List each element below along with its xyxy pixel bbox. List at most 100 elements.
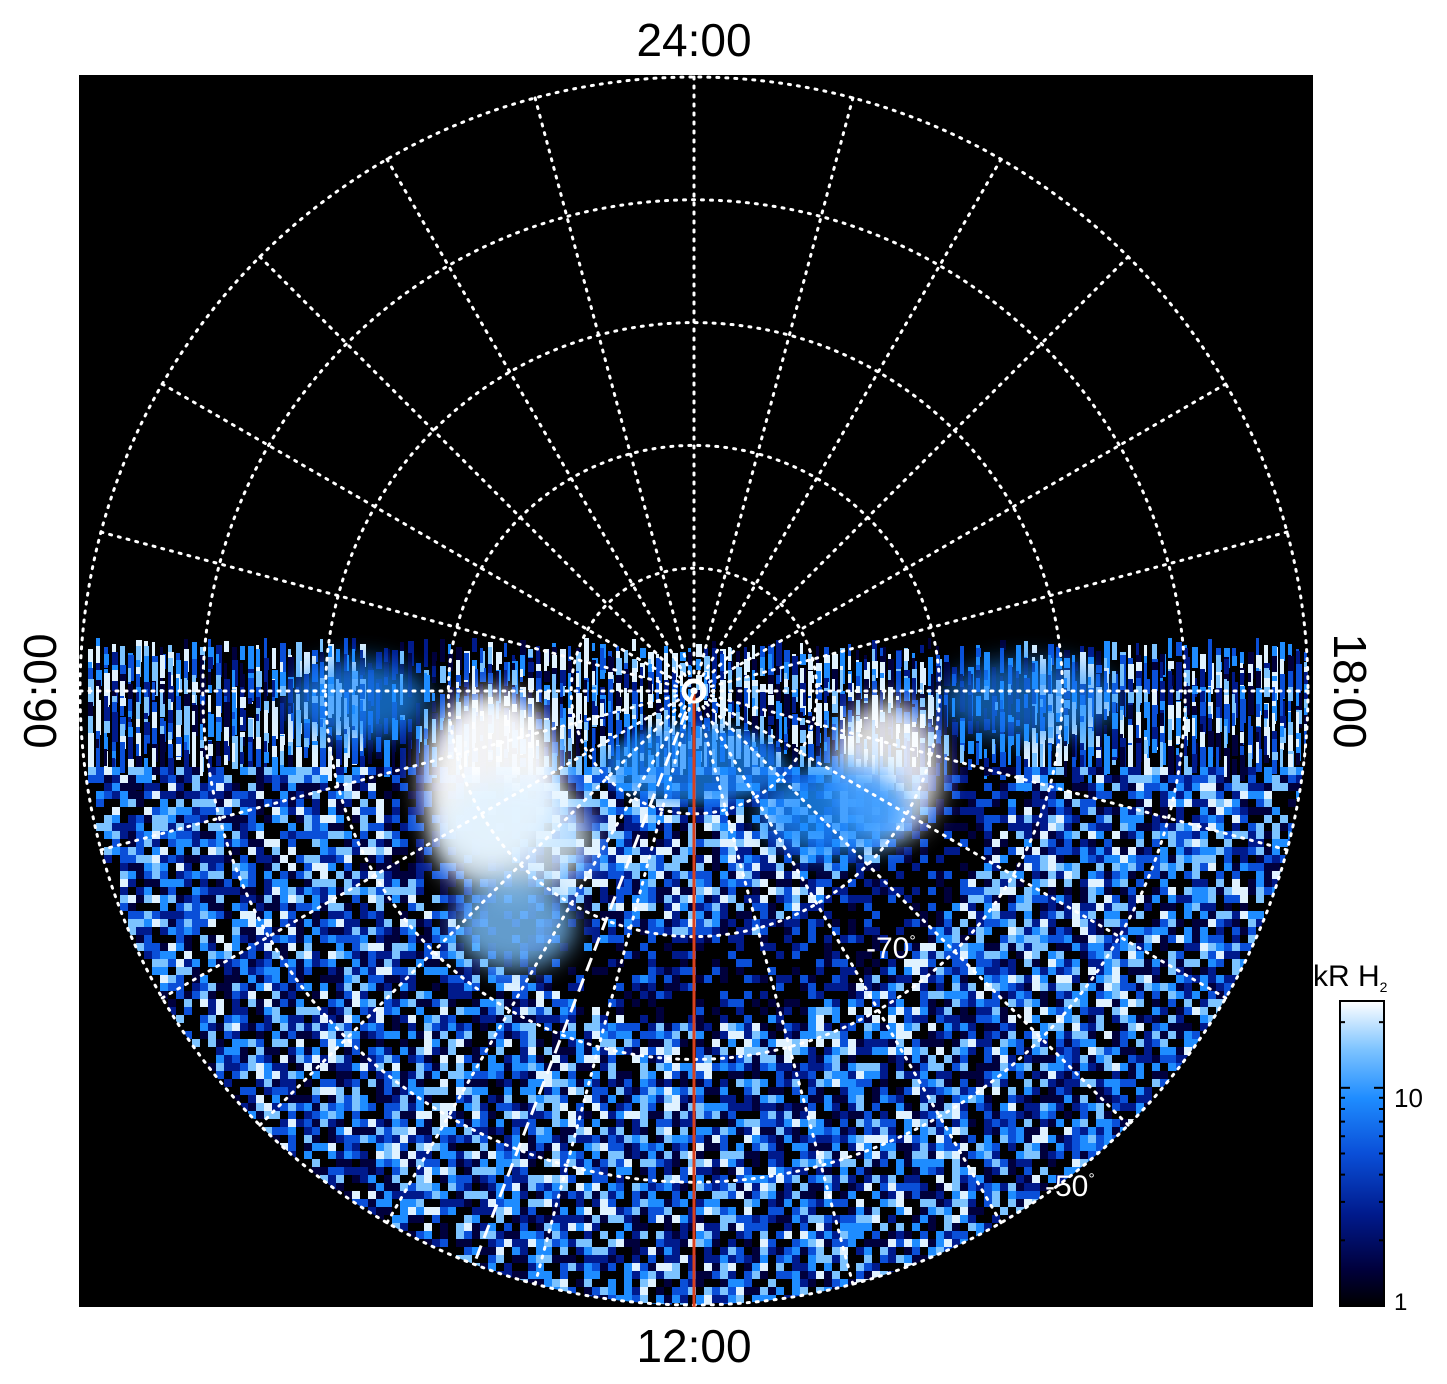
emission-pixel [632,911,640,919]
emission-pixel [848,895,856,903]
emission-pixel [408,943,416,951]
emission-pixel [992,975,1000,983]
emission-pixel [360,799,368,807]
emission-pixel [696,919,704,927]
emission-pixel [184,967,192,975]
emission-pixel [1224,831,1232,839]
emission-pixel [536,999,544,1007]
emission-pixel [600,791,608,799]
emission-pixel [840,967,848,975]
emission-pixel [848,855,856,863]
emission-pixel [1120,983,1128,991]
emission-pixel [280,815,288,823]
emission-pixel [568,673,571,693]
emission-pixel [776,975,784,983]
emission-pixel [624,650,628,664]
emission-pixel [416,807,424,815]
emission-pixel [728,847,736,855]
emission-pixel [360,839,368,847]
emission-pixel [240,807,248,815]
emission-pixel [992,887,1000,895]
emission-pixel [376,943,384,951]
emission-pixel [192,895,200,903]
emission-pixel [216,823,224,831]
emission-pixel [248,871,256,879]
emission-pixel [360,855,368,863]
emission-pixel [584,895,592,903]
emission-pixel [1056,951,1064,959]
emission-pixel [576,673,579,696]
emission-pixel [656,863,664,871]
emission-pixel [1256,871,1264,879]
emission-pixel [432,935,440,943]
emission-pixel [1016,831,1024,839]
emission-pixel [592,728,595,747]
emission-pixel [1016,903,1024,911]
emission-pixel [1264,847,1272,855]
emission-pixel [400,927,408,935]
emission-pixel [496,975,504,983]
emission-pixel [1176,983,1184,991]
emission-pixel [704,815,712,823]
emission-pixel [536,983,544,991]
emission-pixel [224,641,229,652]
emission-pixel [792,903,800,911]
emission-pixel [216,756,221,766]
emission-pixel [176,831,184,839]
emission-pixel [280,871,288,879]
emission-pixel [296,951,304,959]
emission-pixel [256,983,264,991]
emission-pixel [912,831,920,839]
emission-pixel [1176,823,1184,831]
emission-pixel [200,871,208,879]
emission-pixel [384,943,392,951]
emission-pixel [1008,807,1016,815]
emission-pixel [1064,991,1072,999]
emission-pixel [1168,887,1176,895]
emission-pixel [984,927,992,935]
emission-pixel [1056,815,1064,823]
emission-pixel [264,903,272,911]
emission-pixel [296,831,304,839]
emission-pixel [408,983,416,991]
emission-pixel [728,887,736,895]
emission-pixel [224,991,232,999]
emission-pixel [520,991,528,999]
emission-pixel [1120,807,1128,815]
emission-pixel [664,710,668,735]
emission-pixel [984,815,992,823]
emission-pixel [128,911,136,919]
emission-pixel [1240,847,1248,855]
emission-pixel [1168,863,1176,871]
emission-pixel [816,903,824,911]
emission-pixel [600,839,608,847]
emission-pixel [640,975,648,983]
emission-pixel [1168,935,1176,943]
emission-pixel [816,855,824,863]
emission-pixel [1088,871,1096,879]
emission-pixel [1160,847,1168,855]
emission-pixel [592,799,600,807]
emission-pixel [1040,807,1048,815]
emission-pixel [328,895,336,903]
emission-pixel [320,935,328,943]
emission-pixel [200,903,208,911]
emission-pixel [712,927,720,935]
emission-pixel [616,863,624,871]
emission-pixel [800,863,808,871]
emission-pixel [792,675,798,702]
emission-pixel [1224,911,1232,919]
emission-pixel [184,991,192,999]
emission-pixel [416,863,424,871]
emission-pixel [896,855,904,863]
emission-pixel [1256,742,1259,763]
emission-pixel [1024,959,1032,967]
emission-pixel [592,687,596,701]
emission-pixel [640,648,646,658]
emission-pixel [1096,767,1104,775]
emission-pixel [1224,951,1232,959]
emission-pixel [352,951,360,959]
emission-pixel [984,895,992,903]
emission-pixel [304,879,312,887]
emission-pixel [1096,847,1104,855]
